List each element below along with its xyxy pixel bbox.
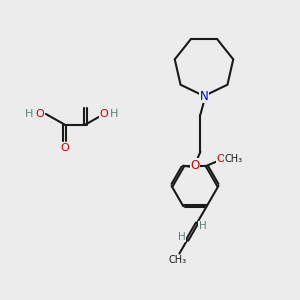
Text: H: H xyxy=(178,232,185,242)
Text: O: O xyxy=(60,142,69,153)
Text: CH₃: CH₃ xyxy=(169,255,187,265)
Text: H: H xyxy=(199,221,206,232)
Text: O: O xyxy=(217,154,226,164)
Text: H: H xyxy=(25,109,34,119)
Text: N: N xyxy=(200,89,208,103)
Text: CH₃: CH₃ xyxy=(225,154,243,164)
Text: O: O xyxy=(100,109,109,119)
Text: O: O xyxy=(35,109,44,119)
Text: H: H xyxy=(110,109,118,119)
Text: O: O xyxy=(190,159,200,172)
